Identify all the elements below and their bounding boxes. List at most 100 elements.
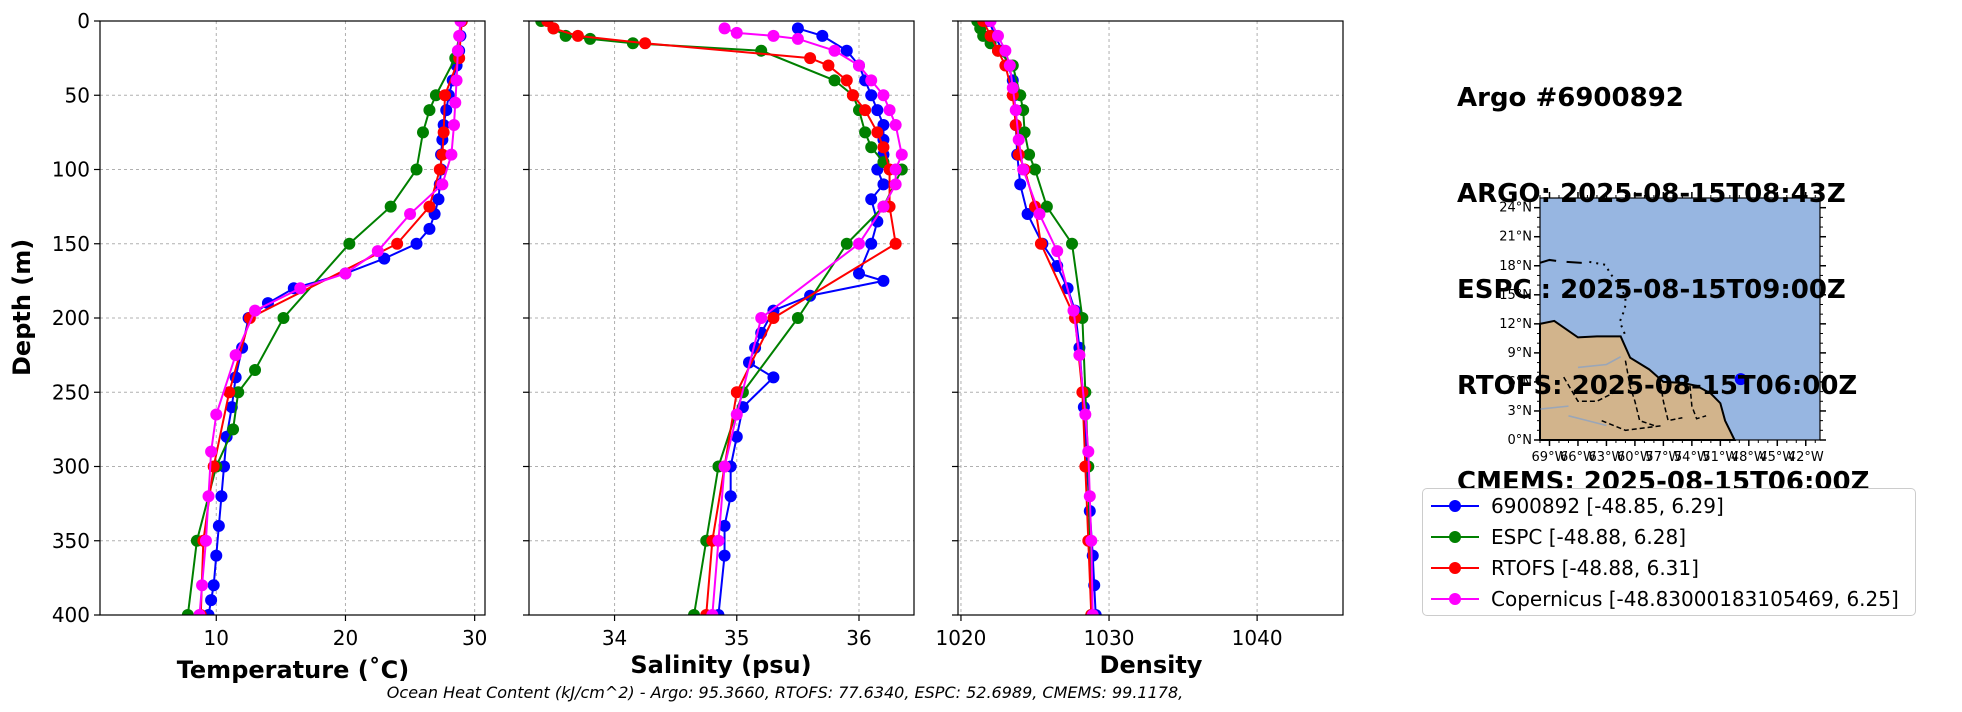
river	[1568, 415, 1607, 427]
legend-swatch-espc	[1431, 527, 1479, 547]
plot-frame	[528, 20, 915, 616]
x-tick-label: 36	[846, 626, 871, 650]
data-point-espc	[1023, 148, 1036, 161]
ohc-footer: Ocean Heat Content (kJ/cm^2) - Argo: 95.…	[386, 683, 1184, 702]
series-copernicus	[193, 21, 467, 615]
data-point-copernicus	[454, 21, 467, 27]
data-point-espc	[249, 363, 262, 376]
country-border	[1659, 383, 1683, 422]
data-point-argo	[791, 22, 804, 35]
salinity-panel: 34 35 36	[523, 20, 915, 650]
data-point-espc	[181, 609, 194, 615]
data-point-rtofs	[1034, 237, 1047, 250]
data-point-rtofs	[437, 126, 450, 139]
header-title-block: Argo #6900892 ARGO: 2025-08-15T08:43Z ES…	[1457, 18, 1869, 530]
lon-tick-label: 51°W	[1702, 450, 1738, 465]
lon-tick-label: 69°W	[1532, 450, 1568, 465]
series-copernicus	[706, 22, 908, 615]
legend-swatch-rtofs	[1431, 558, 1479, 578]
data-point-copernicus	[706, 609, 719, 615]
header-line-rtofs-time: RTOFS: 2025-08-15T06:00Z	[1457, 371, 1858, 401]
lat-tick-label: 18°N	[1499, 259, 1532, 274]
data-point-argo	[871, 104, 884, 117]
data-point-copernicus	[210, 408, 223, 421]
data-point-copernicus	[1003, 59, 1016, 72]
data-point-copernicus	[889, 178, 902, 191]
data-point-espc	[584, 32, 597, 45]
data-point-copernicus	[404, 208, 417, 221]
data-point-rtofs	[822, 59, 835, 72]
data-point-copernicus	[1079, 408, 1092, 421]
data-point-espc	[626, 37, 639, 50]
plot-frame	[957, 20, 1344, 616]
x-tick-label: 35	[724, 626, 749, 650]
data-point-argo	[207, 579, 220, 592]
header-line-float: Argo #6900892	[1457, 83, 1684, 113]
data-point-argo	[410, 237, 423, 250]
country-border	[1563, 376, 1617, 403]
data-point-copernicus	[828, 44, 841, 57]
x-tick-label: 1030	[1084, 626, 1135, 650]
island-puerto-rico	[1566, 260, 1582, 264]
data-point-espc	[1066, 237, 1079, 250]
y-tick-label: 300	[52, 455, 90, 479]
data-point-argo	[718, 519, 731, 532]
density-axis-label: Density	[1099, 651, 1203, 679]
data-point-espc	[1029, 163, 1041, 176]
data-point-copernicus	[229, 349, 242, 362]
x-tick-label: 1040	[1232, 626, 1283, 650]
data-point-copernicus	[249, 304, 262, 317]
data-point-rtofs	[859, 104, 872, 117]
lat-tick-label: 0°N	[1508, 433, 1533, 448]
data-point-copernicus	[453, 29, 466, 42]
lat-tick-label: 15°N	[1499, 288, 1532, 303]
temperature-panel: 0 50 100 150 200 250 300 350 400 10 20 30	[52, 9, 488, 650]
data-point-espc	[410, 163, 423, 176]
lat-tick-label: 6°N	[1508, 375, 1533, 390]
y-tick-label: 400	[52, 603, 90, 627]
data-point-rtofs	[1012, 148, 1025, 161]
data-point-argo	[865, 89, 878, 102]
data-point-argo	[210, 549, 223, 562]
data-point-copernicus	[1033, 208, 1046, 221]
data-point-argo	[724, 490, 737, 503]
x-tick-label: 1020	[936, 626, 987, 650]
data-point-argo	[1021, 208, 1034, 221]
data-point-copernicus	[1051, 245, 1064, 258]
data-point-copernicus	[371, 245, 384, 258]
data-point-copernicus	[294, 282, 307, 295]
data-point-copernicus	[1073, 349, 1086, 362]
data-point-copernicus	[877, 200, 890, 213]
data-point-copernicus	[1083, 490, 1096, 503]
x-tick-label: 20	[333, 626, 358, 650]
data-point-copernicus	[1017, 163, 1030, 176]
lon-tick-label: 57°W	[1645, 450, 1681, 465]
x-tick-label: 10	[204, 626, 229, 650]
data-point-espc	[840, 237, 853, 250]
plot-frame	[99, 20, 486, 616]
y-tick-label: 350	[52, 529, 90, 553]
data-point-rtofs	[846, 89, 859, 102]
data-point-copernicus	[767, 29, 780, 42]
legend-item-copernicus: Copernicus [-48.83000183105469, 6.25]	[1431, 584, 1899, 614]
legend-label-rtofs: RTOFS [-48.88, 6.31]	[1491, 556, 1699, 580]
series-line-copernicus	[711, 27, 903, 615]
data-point-espc	[384, 200, 397, 213]
float-location-marker	[1734, 373, 1747, 386]
data-point-espc	[277, 312, 290, 324]
data-point-espc	[227, 423, 240, 436]
data-point-copernicus	[889, 163, 902, 176]
data-point-copernicus	[1006, 81, 1019, 94]
data-point-copernicus	[1086, 609, 1099, 615]
data-point-espc	[423, 104, 436, 117]
temperature-axis-label: Temperature (˚C)	[176, 656, 410, 684]
data-point-copernicus	[895, 148, 908, 161]
data-point-copernicus	[1067, 304, 1080, 317]
lat-tick-label: 3°N	[1508, 404, 1533, 419]
data-point-argo	[871, 215, 884, 228]
map-frame	[1539, 197, 1821, 441]
data-point-copernicus	[202, 490, 215, 503]
lon-tick-label: 63°W	[1588, 450, 1624, 465]
lon-tick-label: 45°W	[1759, 450, 1795, 465]
